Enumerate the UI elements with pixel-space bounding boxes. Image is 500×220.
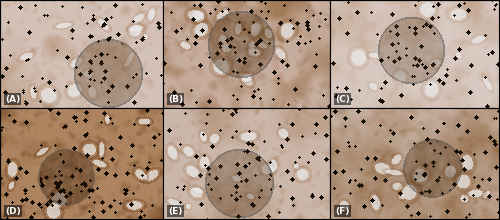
Text: (C): (C) [335, 95, 350, 104]
Text: (B): (B) [168, 95, 183, 104]
Text: (D): (D) [5, 207, 20, 216]
Text: (F): (F) [335, 207, 349, 216]
Text: (A): (A) [5, 95, 20, 104]
Text: (E): (E) [168, 207, 182, 216]
